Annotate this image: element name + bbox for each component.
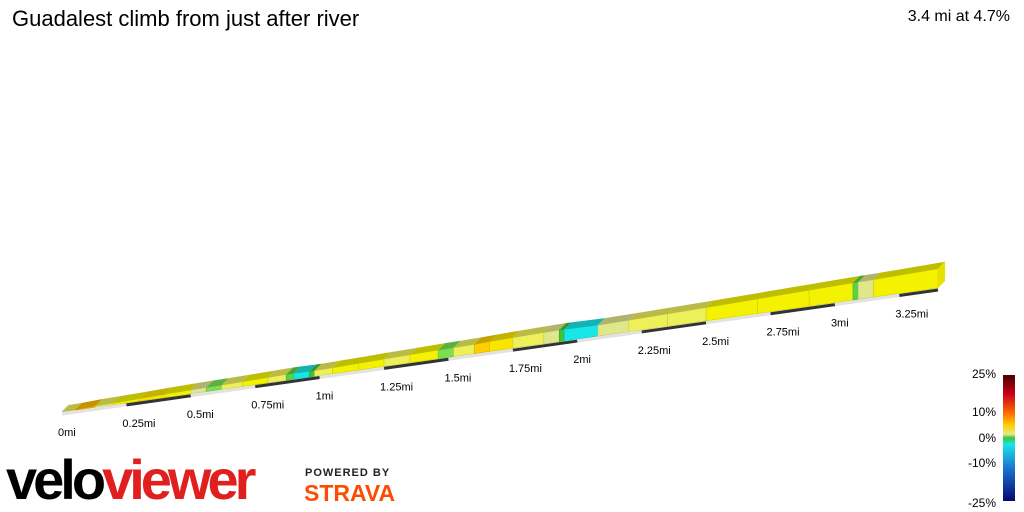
- x-tick-label: 0.75mi: [251, 400, 284, 412]
- gradient-segment-top: [597, 313, 636, 326]
- axis-band: [61, 403, 127, 416]
- x-tick-label: 1.5mi: [444, 372, 471, 384]
- gradient-segment-top: [309, 363, 322, 372]
- axis-band: [190, 385, 256, 398]
- x-tick-label: 3mi: [831, 318, 849, 330]
- axis-band: [512, 339, 578, 352]
- x-tick-label: 3.25mi: [895, 308, 928, 320]
- gradient-segment-top: [564, 318, 605, 330]
- gradient-segment: [309, 370, 315, 378]
- gradient-segment: [852, 281, 859, 301]
- gradient-segment: [558, 328, 565, 342]
- gradient-segment-top: [512, 325, 551, 338]
- gradient-segment-top: [268, 367, 294, 378]
- gradient-segment-top: [139, 387, 173, 399]
- x-tick-label: 2.5mi: [702, 336, 729, 348]
- gradient-segment-top: [62, 402, 82, 412]
- gradient-segment-top: [314, 360, 340, 371]
- gradient-segment-top: [628, 306, 675, 321]
- gradient-segment-top: [438, 340, 461, 351]
- x-tick-label: 2.75mi: [767, 327, 800, 339]
- gradient-segment-top: [706, 291, 765, 308]
- profile-end-cap: [938, 261, 945, 288]
- logo-velo-text: velo: [6, 448, 106, 511]
- gradient-segment: [285, 373, 295, 381]
- gradient-segments: [61, 261, 945, 413]
- gradient-segment-top: [74, 399, 103, 410]
- axis-band: [770, 303, 836, 316]
- veloviewer-logo[interactable]: veloviewer: [6, 452, 256, 508]
- axis-band: [126, 394, 192, 407]
- scale-label-minus-25: -25%: [967, 496, 996, 510]
- gradient-segment-top: [332, 356, 366, 368]
- axis-band: [255, 376, 320, 389]
- gradient-segment-top: [858, 272, 881, 283]
- gradient-segment-top: [384, 347, 417, 360]
- gradient-segment-top: [559, 322, 572, 331]
- gradient-segment-top: [809, 275, 860, 291]
- x-tick-label: 0.5mi: [187, 409, 214, 421]
- x-tick-label: 2mi: [573, 354, 591, 366]
- x-tick-label: 1mi: [316, 391, 334, 403]
- scale-label-10: 10%: [971, 405, 996, 419]
- gradient-segment-top: [757, 283, 817, 299]
- gradient-segment-top: [113, 391, 147, 404]
- axis-band: [641, 321, 707, 334]
- scale-label-minus-10: -10%: [967, 456, 996, 470]
- gradient-segment-top: [293, 364, 317, 374]
- scale-label-0: 0%: [978, 431, 996, 445]
- x-tick-label: 1.75mi: [509, 363, 542, 375]
- gradient-segment-top: [206, 378, 229, 388]
- axis-band: [705, 312, 771, 325]
- axis-band: [383, 357, 449, 370]
- x-tick-label: 2.25mi: [638, 345, 671, 357]
- gradient-segment-top: [453, 337, 482, 348]
- gradient-segment-top: [474, 334, 497, 345]
- axis-band: [319, 366, 385, 380]
- gradient-segment-top: [358, 352, 392, 364]
- gradient-segment-top: [409, 343, 446, 355]
- gradient-segment: [857, 279, 874, 300]
- gradient-segment-top: [190, 380, 214, 390]
- climb-summary: 3.4 mi at 4.7%: [907, 8, 1010, 25]
- gradient-segment-top: [95, 396, 121, 407]
- gradient-segment-top: [873, 261, 945, 280]
- gradient-segment-top: [543, 323, 567, 333]
- x-tick-label: 1.25mi: [380, 381, 413, 393]
- axis-band: [834, 293, 900, 307]
- scale-label-25: 25%: [971, 367, 996, 381]
- gradient-segment-top: [242, 370, 276, 382]
- gradient-segment-top: [852, 275, 866, 283]
- gradient-segment-top: [667, 300, 714, 314]
- gradient-segment-top: [489, 330, 520, 342]
- axis-band: [448, 348, 514, 361]
- x-tick-label: 0mi: [58, 427, 76, 439]
- axis-band: [577, 330, 642, 343]
- strava-logo[interactable]: STRAVA: [304, 480, 396, 506]
- chart-title: Guadalest climb from just after river: [12, 6, 360, 31]
- gradient-segment-top: [165, 382, 198, 395]
- powered-by-label: POWERED BY: [305, 467, 391, 479]
- logo-viewer-text: viewer: [102, 448, 256, 511]
- profile-start-cap: [62, 404, 69, 412]
- distance-axis: 0mi 0.25mi 0.5mi 0.75mi 1mi 1.25mi 1.5mi 1.75mi…: [58, 288, 939, 439]
- x-tick-label: 0.25mi: [122, 418, 155, 430]
- axis-band: [899, 288, 939, 297]
- gradient-segment-top: [221, 374, 250, 386]
- gradient-segment-top: [286, 366, 301, 375]
- gradient-color-scale: [1003, 375, 1015, 501]
